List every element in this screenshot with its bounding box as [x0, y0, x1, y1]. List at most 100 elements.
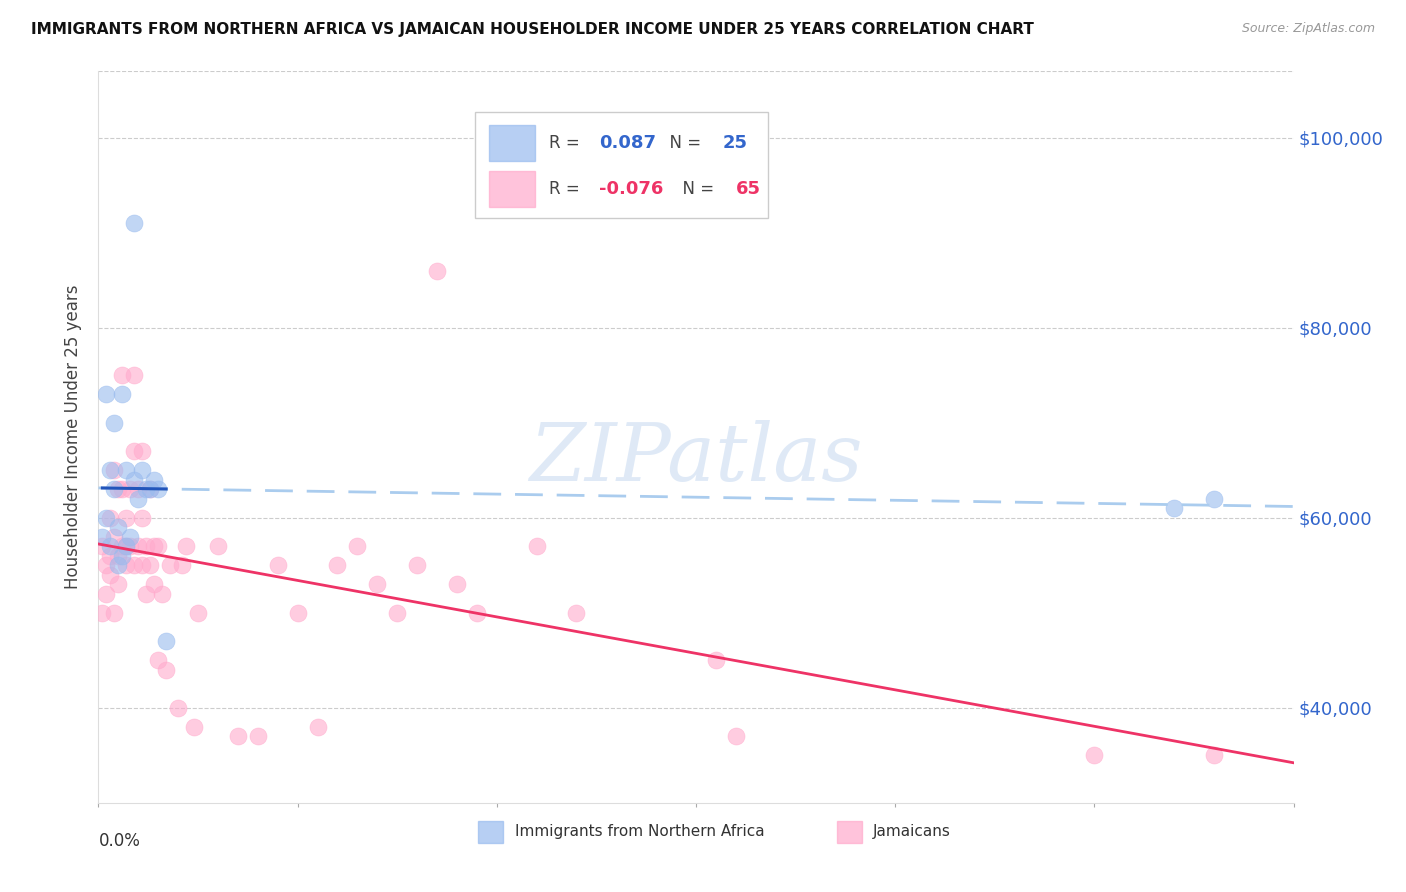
Point — [167, 701, 190, 715]
Point — [115, 558, 138, 573]
Point — [226, 729, 249, 743]
Point — [127, 491, 149, 506]
Text: IMMIGRANTS FROM NORTHERN AFRICA VS JAMAICAN HOUSEHOLDER INCOME UNDER 25 YEARS CO: IMMIGRANTS FROM NORTHERN AFRICA VS JAMAI… — [31, 22, 1033, 37]
Point — [103, 416, 125, 430]
Point — [98, 511, 122, 525]
Point — [120, 530, 142, 544]
Point — [143, 577, 166, 591]
Point — [148, 539, 170, 553]
Point — [98, 567, 122, 582]
Point — [107, 520, 129, 534]
Point — [111, 368, 134, 383]
Point — [103, 530, 125, 544]
Point — [98, 549, 122, 563]
Point — [131, 558, 153, 573]
Point — [98, 463, 122, 477]
FancyBboxPatch shape — [489, 170, 534, 207]
Point — [107, 549, 129, 563]
Point — [143, 473, 166, 487]
Point — [103, 483, 125, 497]
Point — [174, 539, 197, 553]
Point — [143, 539, 166, 553]
Point — [465, 606, 488, 620]
Point — [183, 720, 205, 734]
Point — [139, 483, 162, 497]
Point — [91, 606, 114, 620]
Point — [346, 539, 368, 553]
Point — [724, 729, 747, 743]
Point — [1202, 491, 1225, 506]
Point — [135, 587, 157, 601]
Y-axis label: Householder Income Under 25 years: Householder Income Under 25 years — [65, 285, 83, 590]
Point — [406, 558, 429, 573]
Point — [135, 483, 157, 497]
Point — [172, 558, 194, 573]
Point — [96, 387, 118, 401]
Text: R =: R = — [548, 180, 585, 198]
Text: Source: ZipAtlas.com: Source: ZipAtlas.com — [1241, 22, 1375, 36]
Point — [127, 483, 149, 497]
Point — [103, 606, 125, 620]
Point — [96, 558, 118, 573]
Point — [115, 539, 138, 553]
Point — [120, 539, 142, 553]
Point — [135, 539, 157, 553]
Text: Jamaicans: Jamaicans — [873, 824, 950, 839]
Point — [159, 558, 181, 573]
FancyBboxPatch shape — [489, 125, 534, 161]
Point — [124, 368, 146, 383]
Text: Immigrants from Northern Africa: Immigrants from Northern Africa — [515, 824, 765, 839]
Point — [207, 539, 229, 553]
Point — [131, 511, 153, 525]
Point — [111, 539, 134, 553]
Point — [1202, 748, 1225, 763]
Point — [526, 539, 548, 553]
Point — [124, 473, 146, 487]
Text: R =: R = — [548, 134, 585, 152]
Point — [139, 483, 162, 497]
Point — [127, 539, 149, 553]
Point — [148, 653, 170, 667]
Point — [155, 634, 177, 648]
Text: -0.076: -0.076 — [599, 180, 664, 198]
Text: N =: N = — [672, 180, 720, 198]
Point — [139, 558, 162, 573]
Point — [124, 444, 146, 458]
Point — [107, 577, 129, 591]
Text: 0.0%: 0.0% — [98, 832, 141, 850]
Point — [1083, 748, 1105, 763]
Text: ZIPatlas: ZIPatlas — [529, 420, 863, 498]
Point — [267, 558, 290, 573]
Point — [150, 587, 173, 601]
Point — [107, 558, 129, 573]
Point — [115, 511, 138, 525]
Point — [307, 720, 329, 734]
Text: 0.087: 0.087 — [599, 134, 657, 152]
Point — [96, 511, 118, 525]
Point — [385, 606, 409, 620]
Point — [187, 606, 209, 620]
Point — [366, 577, 388, 591]
Point — [131, 463, 153, 477]
Point — [326, 558, 349, 573]
Point — [111, 549, 134, 563]
Point — [107, 483, 129, 497]
Point — [704, 653, 727, 667]
Point — [115, 463, 138, 477]
Point — [98, 539, 122, 553]
Point — [155, 663, 177, 677]
Point — [1163, 501, 1185, 516]
Text: 65: 65 — [735, 180, 761, 198]
Point — [287, 606, 309, 620]
Text: 25: 25 — [723, 134, 747, 152]
Point — [446, 577, 468, 591]
Text: N =: N = — [659, 134, 706, 152]
Point — [103, 463, 125, 477]
Point — [124, 558, 146, 573]
Point — [148, 483, 170, 497]
Point — [131, 444, 153, 458]
Point — [91, 539, 114, 553]
Point — [565, 606, 588, 620]
Point — [111, 483, 134, 497]
Point — [96, 587, 118, 601]
